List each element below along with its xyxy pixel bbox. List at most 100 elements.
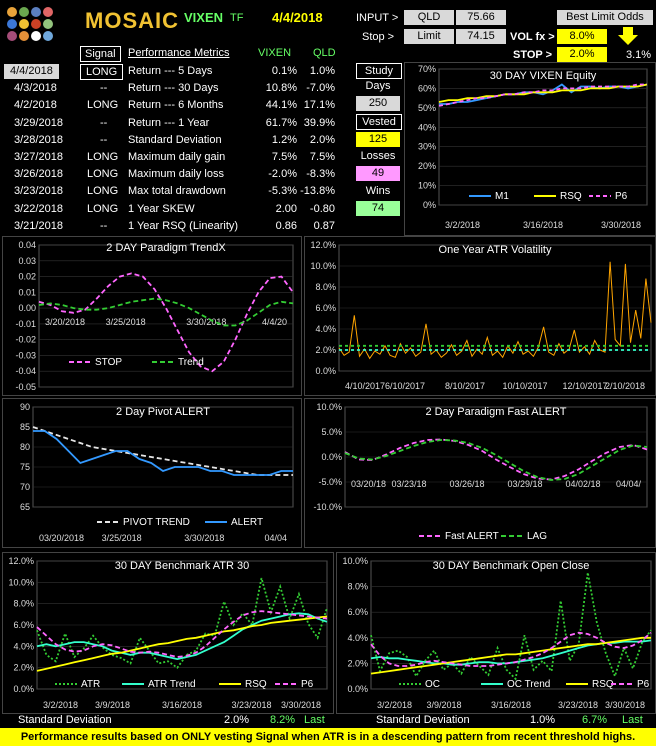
plot-area (32, 406, 294, 508)
y-tick-label: 50% (418, 103, 436, 113)
y-tick-label: 5.0% (321, 427, 342, 437)
legend-label: ATR Trend (148, 679, 196, 690)
stop2-value[interactable]: 2.0% (557, 47, 607, 62)
table-row: 3/28/2018 -- Standard Deviation 1.2% 2.0% (0, 132, 345, 149)
x-tick-label: 3/2/2018 (445, 220, 480, 230)
trendx-chart: -0.05 -0.04 -0.03 -0.02 -0.01 0.00 0.01 0.02 0.0… (2, 236, 302, 396)
fastalert-chart: -10.0% -5.0% 0.0% 5.0% 10.0% 03/20/18 03/23/18… (304, 398, 656, 548)
chart-title: 2 Day Pivot ALERT (116, 406, 210, 418)
x-tick-label: 3/16/2018 (523, 220, 563, 230)
y-tick-label: 0% (423, 200, 436, 210)
volfx-value[interactable]: 8.0% (557, 29, 607, 44)
row-v1: 0.86 (275, 219, 297, 232)
x-tick-label: 10/10/2017 (502, 381, 547, 391)
y-tick-label: 0.0% (347, 684, 368, 694)
y-tick-label: 12.0% (310, 240, 336, 250)
y-tick-label: 0.02 (18, 272, 36, 282)
y-tick-label: 6.0% (13, 620, 34, 630)
series-line (438, 83, 647, 107)
x-tick-label: 4/4/20 (262, 317, 287, 327)
stop2-label: STOP > (513, 49, 553, 61)
y-tick-label: 20% (418, 161, 436, 171)
x-tick-label: 12/10/2017 (562, 381, 607, 391)
row-signal: LONG (87, 202, 119, 215)
y-tick-label: 0.03 (18, 256, 36, 266)
footer-note: Performance results based on ONLY vestin… (0, 728, 656, 746)
row-v1: 7.5% (271, 151, 297, 163)
y-tick-label: 2.0% (13, 663, 34, 673)
x-tick-label: 3/30/2018 (605, 700, 645, 710)
row-date: 3/28/2018 (14, 133, 63, 146)
row-date: 3/23/2018 (14, 185, 63, 198)
y-tick-label: -0.05 (15, 382, 36, 392)
bench-atr-chart: 0.0% 2.0% 4.0% 6.0% 8.0% 10.0% 12.0% 3/2/2018 3/… (2, 552, 334, 714)
series-line (370, 572, 652, 681)
table-row: 3/26/2018 LONG Maximum daily loss -2.0% -8.3… (0, 166, 345, 183)
y-tick-label: 75 (20, 462, 30, 472)
x-tick-label: 6/10/2017 (385, 381, 425, 391)
x-tick-label: 04/04 (264, 533, 287, 543)
stop-value[interactable]: 74.15 (456, 29, 506, 44)
study-days: 250 (356, 96, 400, 111)
metrics-table: 4/4/2018 LONG Return --- 5 Days 0.1% 1.0% 4/3… (0, 63, 345, 235)
row-v1: 61.7% (265, 116, 297, 129)
series-line (370, 636, 651, 675)
x-tick-label: 03/20/2018 (39, 533, 84, 543)
row-date: 3/26/2018 (14, 168, 63, 181)
row-signal: LONG (87, 151, 119, 163)
y-tick-label: 8.0% (347, 582, 368, 592)
wins-value: 74 (356, 201, 400, 216)
row-metric: Return --- 1 Year (128, 116, 210, 129)
vested-value: 125 (356, 132, 400, 147)
row-v2: -8.3% (306, 168, 335, 181)
row-signal: -- (100, 219, 108, 232)
x-tick-label: 3/9/2018 (95, 700, 130, 710)
y-tick-label: 80 (20, 442, 30, 452)
y-tick-label: 0.0% (321, 452, 342, 462)
stop-type[interactable]: Limit (404, 29, 454, 44)
row-metric: Standard Deviation (128, 133, 222, 146)
brand-title: MOSAIC (85, 8, 179, 33)
y-tick-label: 90 (20, 402, 30, 412)
row-signal: -- (100, 116, 108, 129)
col2-header: QLD (313, 47, 336, 59)
x-tick-label: 3/30/2018 (281, 700, 321, 710)
chart-title: 30 DAY Benchmark ATR 30 (115, 560, 250, 572)
row-signal: LONG (80, 64, 124, 80)
logo-dots (6, 6, 60, 42)
x-tick-label: 3/30/2018 (601, 220, 641, 230)
table-row: 3/21/2018 -- 1 Year RSQ (Linearity) 0.86 0.8… (0, 218, 345, 235)
row-signal: LONG (87, 99, 119, 112)
table-row: 4/4/2018 LONG Return --- 5 Days 0.1% 1.0% (0, 63, 345, 80)
y-tick-label: 60% (418, 83, 436, 93)
col1-header: VIXEN (258, 47, 292, 59)
row-v1: 0.1% (271, 65, 297, 77)
y-tick-label: 10.0% (342, 556, 368, 566)
y-tick-label: -0.02 (15, 335, 36, 345)
legend-label: OC (425, 679, 440, 690)
x-tick-label: 3/16/2018 (491, 700, 531, 710)
x-tick-label: 3/23/2018 (558, 700, 598, 710)
input-value[interactable]: 75.66 (456, 10, 506, 25)
y-tick-label: 8.0% (13, 599, 34, 609)
x-tick-label: 3/9/2018 (426, 700, 461, 710)
row-v1: 1.2% (271, 133, 297, 146)
input-symbol[interactable]: QLD (404, 10, 454, 25)
y-tick-label: 0.00 (18, 303, 36, 313)
ticker-suffix: TF (230, 12, 244, 24)
legend-label: STOP (95, 357, 122, 368)
footer-right-last: Last (622, 714, 643, 726)
row-date: 4/4/2018 (4, 64, 59, 79)
y-tick-label: -0.04 (15, 366, 36, 376)
x-tick-label: 2/10/2018 (605, 381, 645, 391)
metrics-header: Performance Metrics (128, 47, 230, 59)
row-metric: 1 Year SKEW (128, 202, 195, 215)
series-line (36, 612, 328, 661)
chart-title: 2 Day Paradigm Fast ALERT (425, 406, 566, 418)
y-tick-label: 2.0% (347, 658, 368, 668)
row-metric: Return --- 5 Days (128, 65, 213, 77)
signal-header: Signal (80, 46, 121, 62)
row-v2: 7.5% (309, 151, 335, 163)
x-tick-label: 3/30/2018 (184, 533, 224, 543)
legend-label: Trend (178, 357, 204, 368)
